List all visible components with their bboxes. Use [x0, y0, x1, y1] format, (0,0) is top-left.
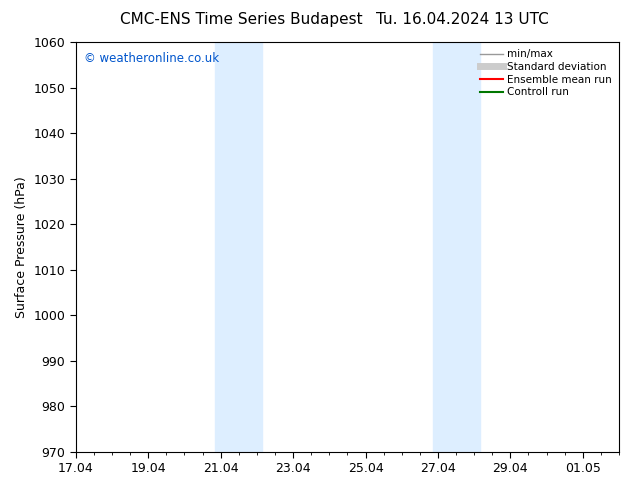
Text: © weatheronline.co.uk: © weatheronline.co.uk	[84, 52, 219, 65]
Bar	[432, 42, 479, 452]
Legend: min/max, Standard deviation, Ensemble mean run, Controll run: min/max, Standard deviation, Ensemble me…	[478, 47, 614, 99]
Text: Tu. 16.04.2024 13 UTC: Tu. 16.04.2024 13 UTC	[377, 12, 549, 27]
Text: CMC-ENS Time Series Budapest: CMC-ENS Time Series Budapest	[120, 12, 362, 27]
Y-axis label: Surface Pressure (hPa): Surface Pressure (hPa)	[15, 176, 28, 318]
Bar	[216, 42, 262, 452]
